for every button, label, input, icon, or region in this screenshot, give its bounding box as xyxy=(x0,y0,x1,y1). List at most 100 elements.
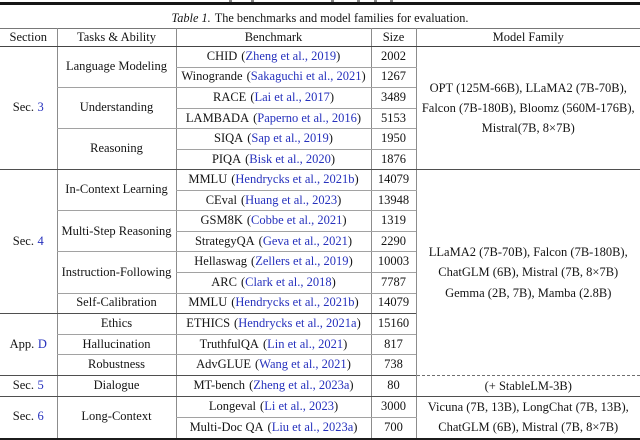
paren: ) xyxy=(343,337,347,351)
benchmark-name: AdvGLUE xyxy=(196,357,251,371)
section-ref-link[interactable]: 4 xyxy=(37,234,43,248)
section-label: App. xyxy=(10,337,35,351)
citation-link[interactable]: Hendrycks et al., 2021b xyxy=(235,172,354,186)
task-cell: Self-Calibration xyxy=(57,293,176,314)
section-cell-sec6: Sec.6 xyxy=(0,397,57,439)
header-tasks-ability: Tasks & Ability xyxy=(57,29,176,47)
benchmark-cell: MMLU(Hendrycks et al., 2021b) xyxy=(176,170,371,191)
size-cell: 80 xyxy=(371,375,416,396)
task-cell: Understanding xyxy=(57,88,176,129)
header-row: Section Tasks & Ability Benchmark Size M… xyxy=(0,29,640,47)
citation-link[interactable]: Cobbe et al., 2021 xyxy=(251,213,342,227)
size-cell: 7787 xyxy=(371,273,416,294)
size-cell: 2290 xyxy=(371,231,416,252)
benchmark-cell: CHID(Zheng et al., 2019) xyxy=(176,47,371,68)
benchmark-name: MMLU xyxy=(188,295,227,309)
benchmark-cell: PIQA(Bisk et al., 2020) xyxy=(176,149,371,170)
citation-link[interactable]: Lai et al., 2017 xyxy=(255,90,330,104)
citation-link[interactable]: Zheng et al., 2023a xyxy=(253,378,349,392)
section-cell-sec5: Sec.5 xyxy=(0,375,57,396)
benchmark-cell: StrategyQA(Geva et al., 2021) xyxy=(176,231,371,252)
benchmark-cell: AdvGLUE(Wang et al., 2021) xyxy=(176,355,371,376)
benchmark-name: Longeval xyxy=(209,399,256,413)
benchmark-name: PIQA xyxy=(212,152,241,166)
citation-link[interactable]: Hendrycks et al., 2021b xyxy=(235,295,354,309)
paren: ) xyxy=(330,90,334,104)
paren: ) xyxy=(332,275,336,289)
header-size: Size xyxy=(371,29,416,47)
citation-link[interactable]: Wang et al., 2021 xyxy=(259,357,347,371)
citation-link[interactable]: Hendrycks et al., 2021a xyxy=(238,316,356,330)
citation-link[interactable]: Li et al., 2023 xyxy=(264,399,334,413)
paren: ) xyxy=(353,420,357,434)
paren: ) xyxy=(334,399,338,413)
model-family-line: Mistral(7B, 8×7B) xyxy=(417,118,640,138)
section-ref-link[interactable]: 5 xyxy=(37,378,43,392)
section-label: Sec. xyxy=(13,234,34,248)
size-cell: 3000 xyxy=(371,397,416,418)
benchmark-name: CHID xyxy=(207,49,238,63)
task-cell: Ethics xyxy=(57,314,176,335)
paren: ) xyxy=(342,213,346,227)
benchmark-cell: SIQA(Sap et al., 2019) xyxy=(176,129,371,150)
size-cell: 10003 xyxy=(371,252,416,273)
size-cell: 700 xyxy=(371,418,416,439)
benchmark-cell: MT-bench(Zheng et al., 2023a) xyxy=(176,375,371,396)
model-family-line: (+ StableLM-3B) xyxy=(417,376,640,396)
header-section: Section xyxy=(0,29,57,47)
citation-link[interactable]: Liu et al., 2023a xyxy=(272,420,354,434)
paren: ) xyxy=(357,316,361,330)
table-caption: Table 1.The benchmarks and model familie… xyxy=(0,11,640,26)
paren: ) xyxy=(347,357,351,371)
benchmarks-table: Section Tasks & Ability Benchmark Size M… xyxy=(0,28,640,440)
model-family-line: LLaMA2 (7B-70B), Falcon (7B-180B), xyxy=(417,242,640,262)
citation-link[interactable]: Clark et al., 2018 xyxy=(245,275,331,289)
citation-link[interactable]: Sakaguchi et al., 2021 xyxy=(251,69,362,83)
benchmark-cell: ETHICS(Hendrycks et al., 2021a) xyxy=(176,314,371,335)
task-cell: Robustness xyxy=(57,355,176,376)
table-row: Sec.3 Language Modeling CHID(Zheng et al… xyxy=(0,47,640,68)
benchmark-name: MMLU xyxy=(188,172,227,186)
citation-link[interactable]: Paperno et al., 2016 xyxy=(257,111,357,125)
benchmark-name: GSM8K xyxy=(200,213,242,227)
task-cell: Instruction-Following xyxy=(57,252,176,293)
section-ref-link[interactable]: 6 xyxy=(37,409,43,423)
model-family-cell: LLaMA2 (7B-70B), Falcon (7B-180B), ChatG… xyxy=(416,170,640,375)
benchmark-name: ARC xyxy=(211,275,237,289)
paren: ) xyxy=(349,378,353,392)
task-cell: Hallucination xyxy=(57,334,176,355)
task-cell: Language Modeling xyxy=(57,47,176,88)
paren: ) xyxy=(331,152,335,166)
task-cell: Long-Context xyxy=(57,397,176,439)
citation-link[interactable]: Sap et al., 2019 xyxy=(251,131,328,145)
benchmark-cell: Multi-Doc QA(Liu et al., 2023a) xyxy=(176,418,371,439)
benchmark-cell: RACE(Lai et al., 2017) xyxy=(176,88,371,109)
paren: ) xyxy=(337,193,341,207)
benchmark-name: StrategyQA xyxy=(195,234,255,248)
section-ref-link[interactable]: 3 xyxy=(37,100,43,114)
section-ref-link[interactable]: D xyxy=(38,337,47,351)
benchmark-cell: Hellaswag(Zellers et al., 2019) xyxy=(176,252,371,273)
paren: ) xyxy=(362,69,366,83)
paren: ) xyxy=(354,295,358,309)
paren: ) xyxy=(348,234,352,248)
task-cell: Reasoning xyxy=(57,129,176,170)
table-row: Sec.4 In-Context Learning MMLU(Hendrycks… xyxy=(0,170,640,191)
benchmark-cell: MMLU(Hendrycks et al., 2021b) xyxy=(176,293,371,314)
citation-link[interactable]: Huang et al., 2023 xyxy=(245,193,337,207)
size-cell: 13948 xyxy=(371,190,416,211)
citation-link[interactable]: Zellers et al., 2019 xyxy=(255,254,348,268)
paren: ) xyxy=(336,49,340,63)
benchmark-name: CEval xyxy=(206,193,237,207)
task-cell: In-Context Learning xyxy=(57,170,176,211)
citation-link[interactable]: Bisk et al., 2020 xyxy=(249,152,331,166)
citation-link[interactable]: Geva et al., 2021 xyxy=(263,234,348,248)
citation-link[interactable]: Lin et al., 2021 xyxy=(267,337,343,351)
table-row: Sec.5 Dialogue MT-bench(Zheng et al., 20… xyxy=(0,375,640,396)
model-family-line: Gemma (2B, 7B), Mamba (2.8B) xyxy=(417,283,640,303)
citation-link[interactable]: Zheng et al., 2019 xyxy=(245,49,336,63)
section-cell-appd: App.D xyxy=(0,314,57,376)
model-family-line: OPT (125M-66B), LLaMA2 (7B-70B), xyxy=(417,78,640,98)
previous-block-bottom-rule xyxy=(0,2,640,5)
